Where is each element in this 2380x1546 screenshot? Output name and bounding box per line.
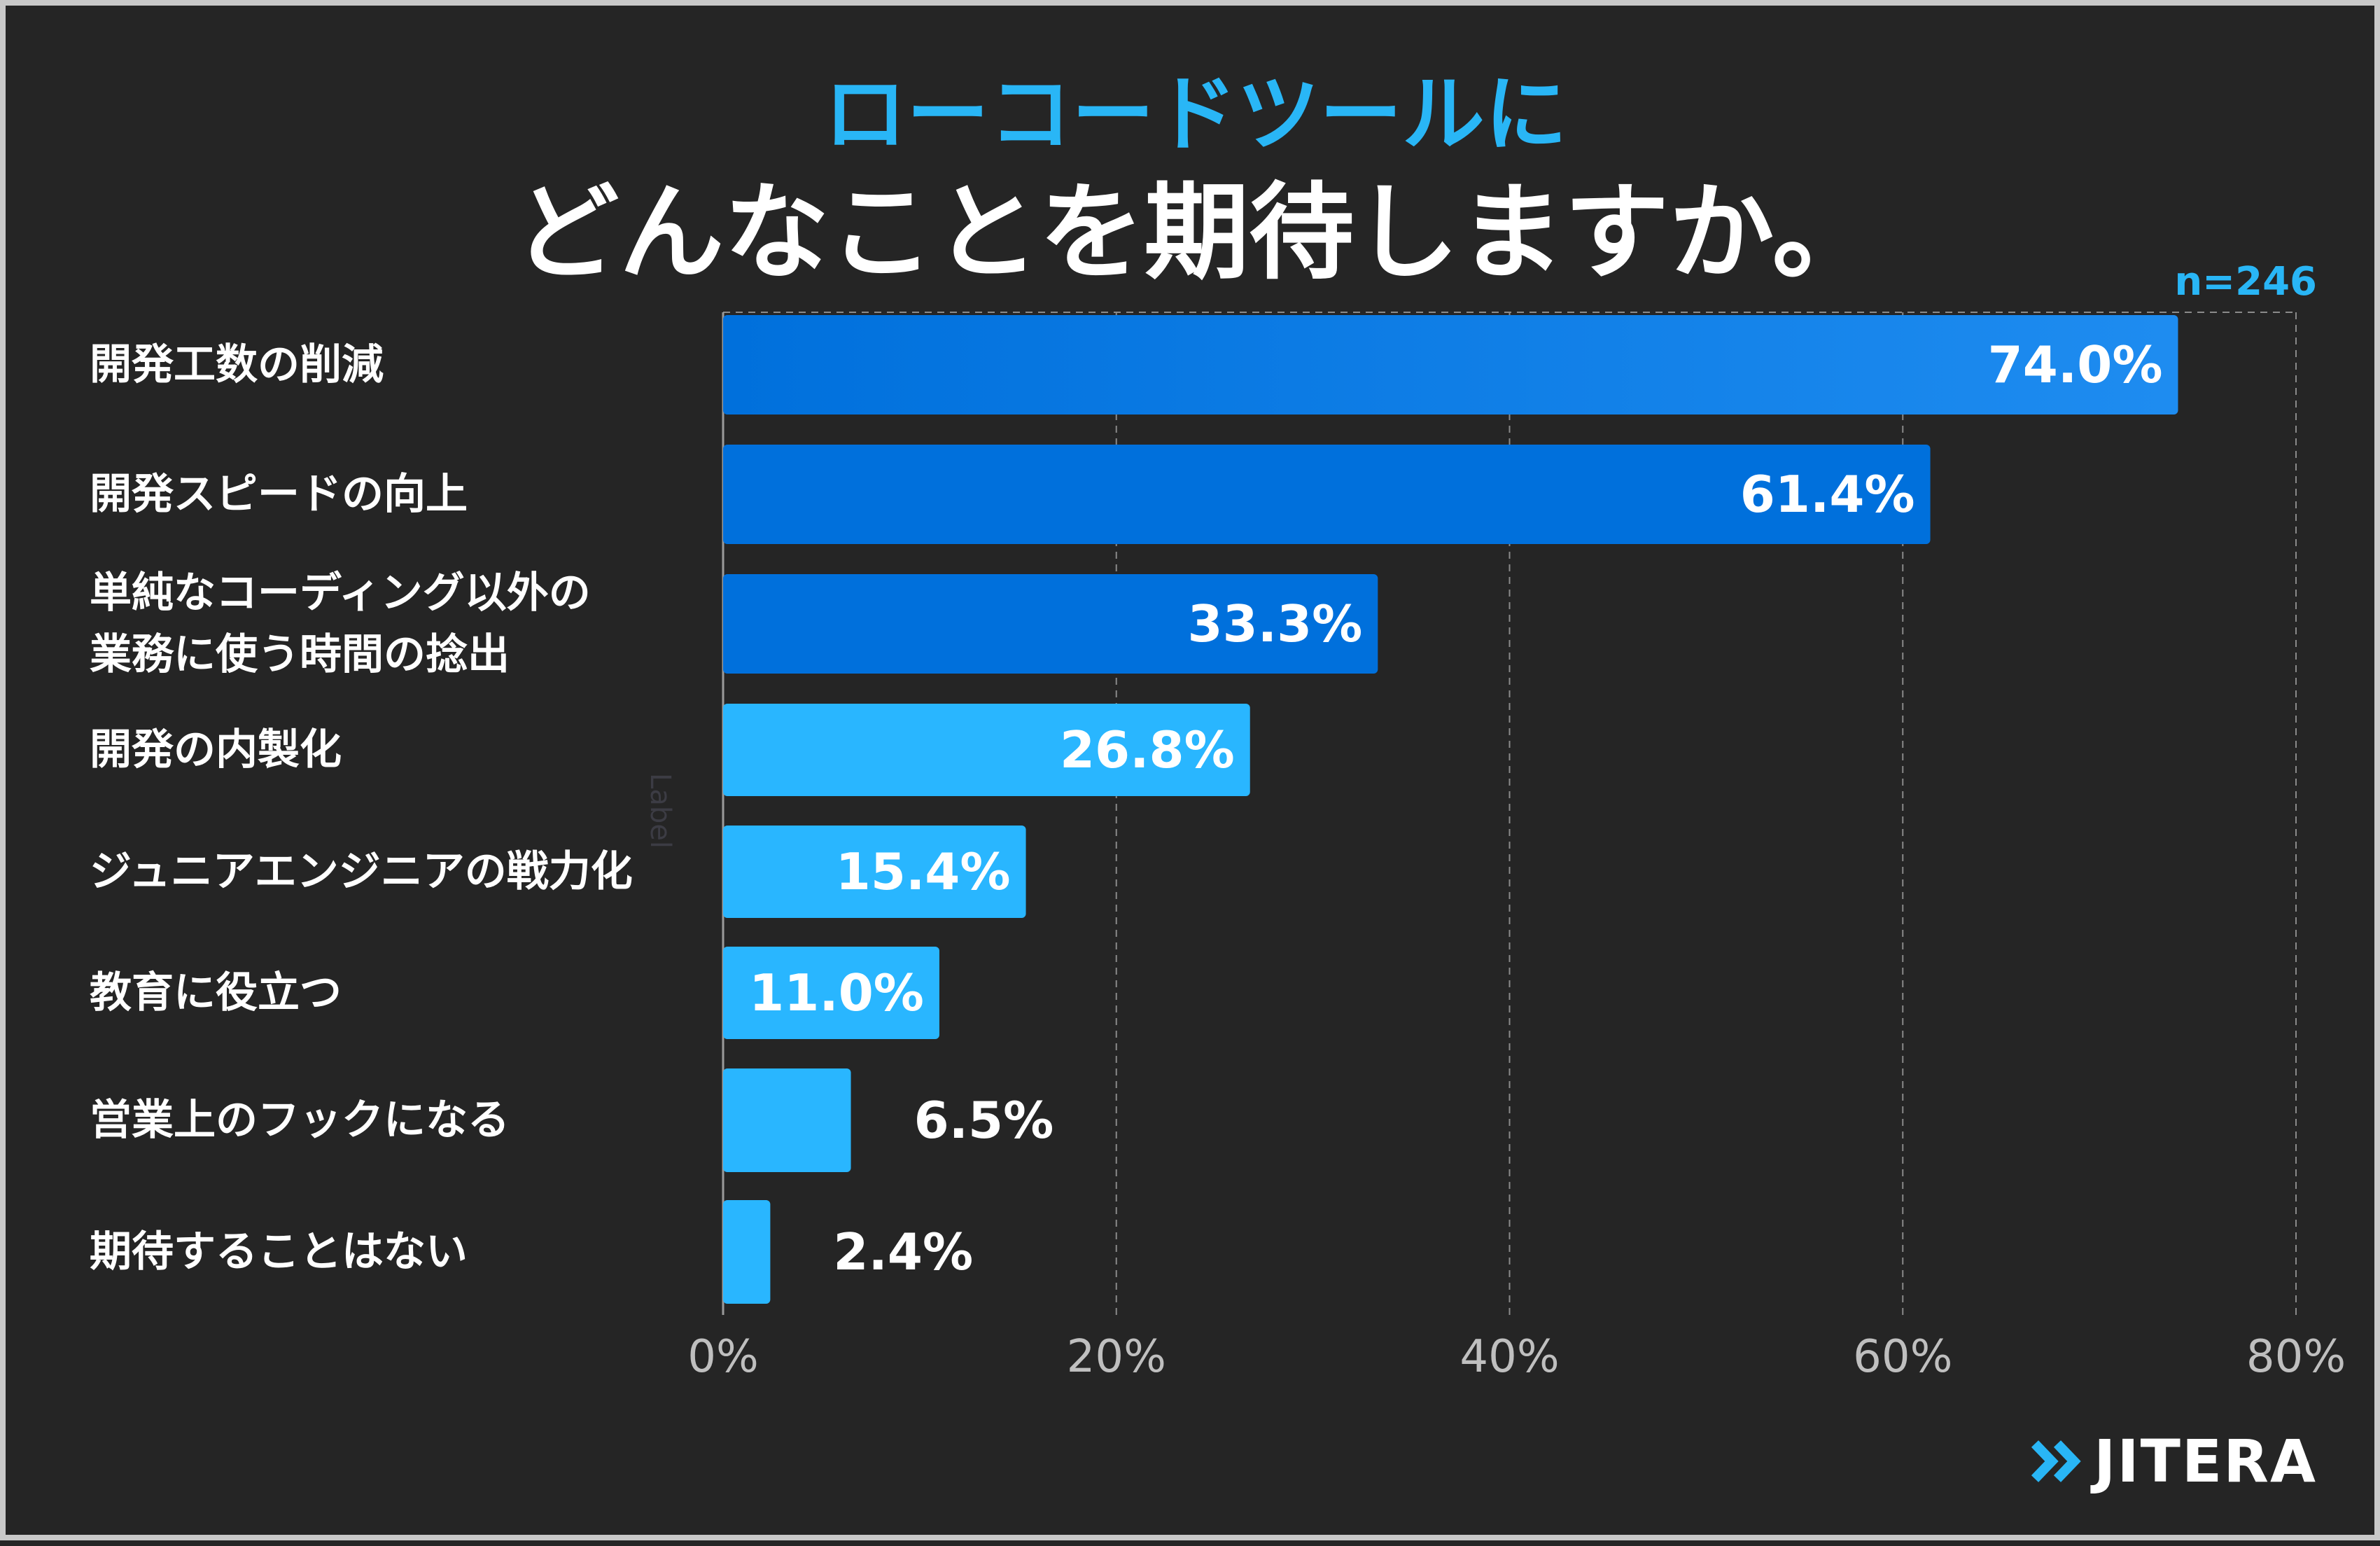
bar-chart: 74.0% 61.4% 33.3% 26.8% 15.4% 11.0% 6.5% 2.4% [722,312,2297,1315]
category-label-8: 期待することはない [90,1227,468,1276]
double-chevron-right-icon [2031,1440,2081,1482]
category-label-6: 教育に役立つ [90,968,342,1017]
title-line-1: ローコードツールに [823,66,1567,162]
x-tick-label-60: 60% [1853,1331,1953,1383]
sample-size-label: n=246 [2174,259,2317,305]
value-label-6: 11.0% [749,963,924,1022]
category-label-7: 営業上のフックになる [90,1096,510,1145]
category-label-4: 開発の内製化 [90,725,342,774]
bar-8 [723,1200,771,1304]
category-label-3: 単純なコーディング以外の 業務に使う時間の捻出 [90,569,591,679]
category-label-5: ジュニアエンジニアの戦力化 [90,847,633,896]
bar-2 [723,445,1931,544]
x-tick-label-20: 20% [1066,1331,1166,1383]
bar-1 [723,315,2178,415]
bar-3 [723,574,1378,674]
jitera-logo: JITERA [2029,1427,2317,1496]
value-label-8: 2.4% [833,1223,973,1281]
x-tick-label-80: 80% [2246,1331,2346,1383]
x-tick-label-40: 40% [1460,1331,1560,1383]
hidden-axis-label: Label [644,773,676,849]
bar-5 [723,826,1026,918]
category-label-2: 開発スピードの向上 [90,470,468,519]
category-label-1: 開発工数の削減 [90,340,384,389]
value-label-3: 33.3% [1188,594,1363,653]
value-label-4: 26.8% [1060,720,1235,779]
brand-name: JITERA [2094,1427,2317,1496]
value-label-2: 61.4% [1740,465,1915,524]
bar-7 [723,1068,851,1172]
value-label-5: 15.4% [836,842,1011,901]
value-label-1: 74.0% [1988,335,2163,394]
bar-6 [723,947,939,1039]
x-tick-label-0: 0% [687,1331,759,1383]
value-label-7: 6.5% [914,1091,1054,1150]
title-line-2: どんなことを期待しますか。 [514,172,1877,294]
bar-4 [723,704,1250,796]
